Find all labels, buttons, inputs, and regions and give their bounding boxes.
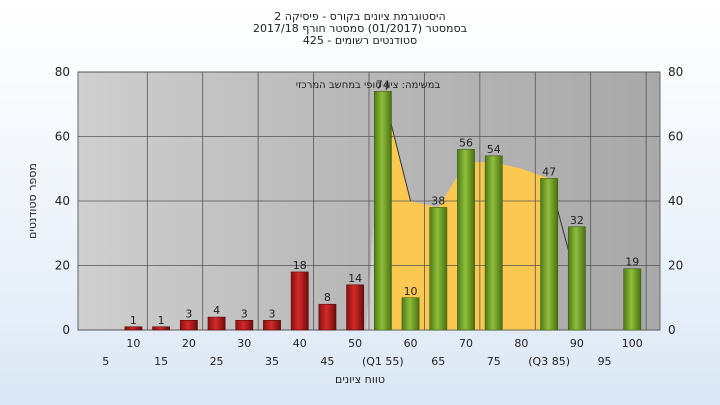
y-tick-label-left: 80 [55,65,70,79]
x-tick-label: 80 [514,337,528,350]
x-tick-label: 45 [320,355,334,368]
bar-100 [623,268,642,331]
y-tick-label-left: 60 [55,130,70,144]
data-label-50: 14 [348,272,362,285]
x-tick-label: 90 [570,337,584,350]
data-label-55: 74 [376,78,390,91]
x-tick-label: 75 [487,355,501,368]
bar-10 [124,326,143,331]
chart-title-line: בסמסטר (01/2017) סמסטר חורף 2017/18 [253,22,467,35]
y-tick-label-right: 40 [668,194,683,208]
x-tick-label: 100 [622,337,643,350]
data-label-15: 1 [158,314,165,327]
x-tick-label: (Q1 55) [362,355,404,368]
data-label-25: 4 [213,304,220,317]
y-tick-label-right: 0 [668,323,676,337]
x-tick-label: 70 [459,337,473,350]
chart-title-line: סטודנטים רשומים - 425 [303,34,417,47]
bar-75 [484,155,503,331]
x-tick-label: 60 [404,337,418,350]
bar-65 [429,207,448,331]
x-tick-label: 20 [182,337,196,350]
x-tick-label: 65 [431,355,445,368]
bar-40 [290,271,309,331]
y-tick-label-left: 0 [62,323,70,337]
bar-55 [373,91,392,331]
data-label-75: 54 [487,143,501,156]
y-tick-label-right: 20 [668,259,683,273]
bar-85 [540,178,559,331]
y-axis-title: מספר סטודנטים [26,163,39,239]
data-label-40: 18 [293,259,307,272]
chart-title-line: היסטוגרמת ציונים בקורס - פיסיקה 2 [274,10,445,23]
bar-35 [263,320,281,331]
x-tick-label: 50 [348,337,362,350]
bar-50 [346,284,365,331]
x-tick-label: 40 [293,337,307,350]
bar-90 [567,226,586,331]
data-label-60: 10 [404,285,418,298]
data-label-90: 32 [570,214,584,227]
x-tick-label: 95 [598,355,612,368]
x-tick-label: 25 [210,355,224,368]
plot-annotation: במשימה: ציון סופי במחשב המרכזי [296,80,441,91]
bar-60 [401,297,420,331]
bar-15 [152,326,171,331]
data-label-10: 1 [130,314,137,327]
data-label-45: 8 [324,291,331,304]
y-tick-label-right: 80 [668,65,683,79]
x-tick-label: 35 [265,355,279,368]
bar-30 [235,320,254,331]
data-label-65: 38 [431,194,445,207]
x-tick-label: 10 [126,337,140,350]
x-tick-label: 30 [237,337,251,350]
bar-70 [457,149,475,331]
data-label-70: 56 [459,136,473,149]
bar-45 [318,303,337,331]
data-label-100: 19 [625,256,639,269]
y-tick-label-right: 60 [668,130,683,144]
x-tick-label: 5 [102,355,109,368]
data-label-85: 47 [542,165,556,178]
data-label-35: 3 [269,307,276,320]
y-tick-label-left: 40 [55,194,70,208]
data-label-20: 3 [185,307,192,320]
x-tick-label: 15 [154,355,168,368]
data-label-30: 3 [241,307,248,320]
x-axis-title: טווח ציונים [335,373,385,386]
x-tick-label: (Q3 85) [528,355,570,368]
y-tick-label-left: 20 [55,259,70,273]
bar-25 [207,316,226,331]
bar-20 [179,320,198,331]
